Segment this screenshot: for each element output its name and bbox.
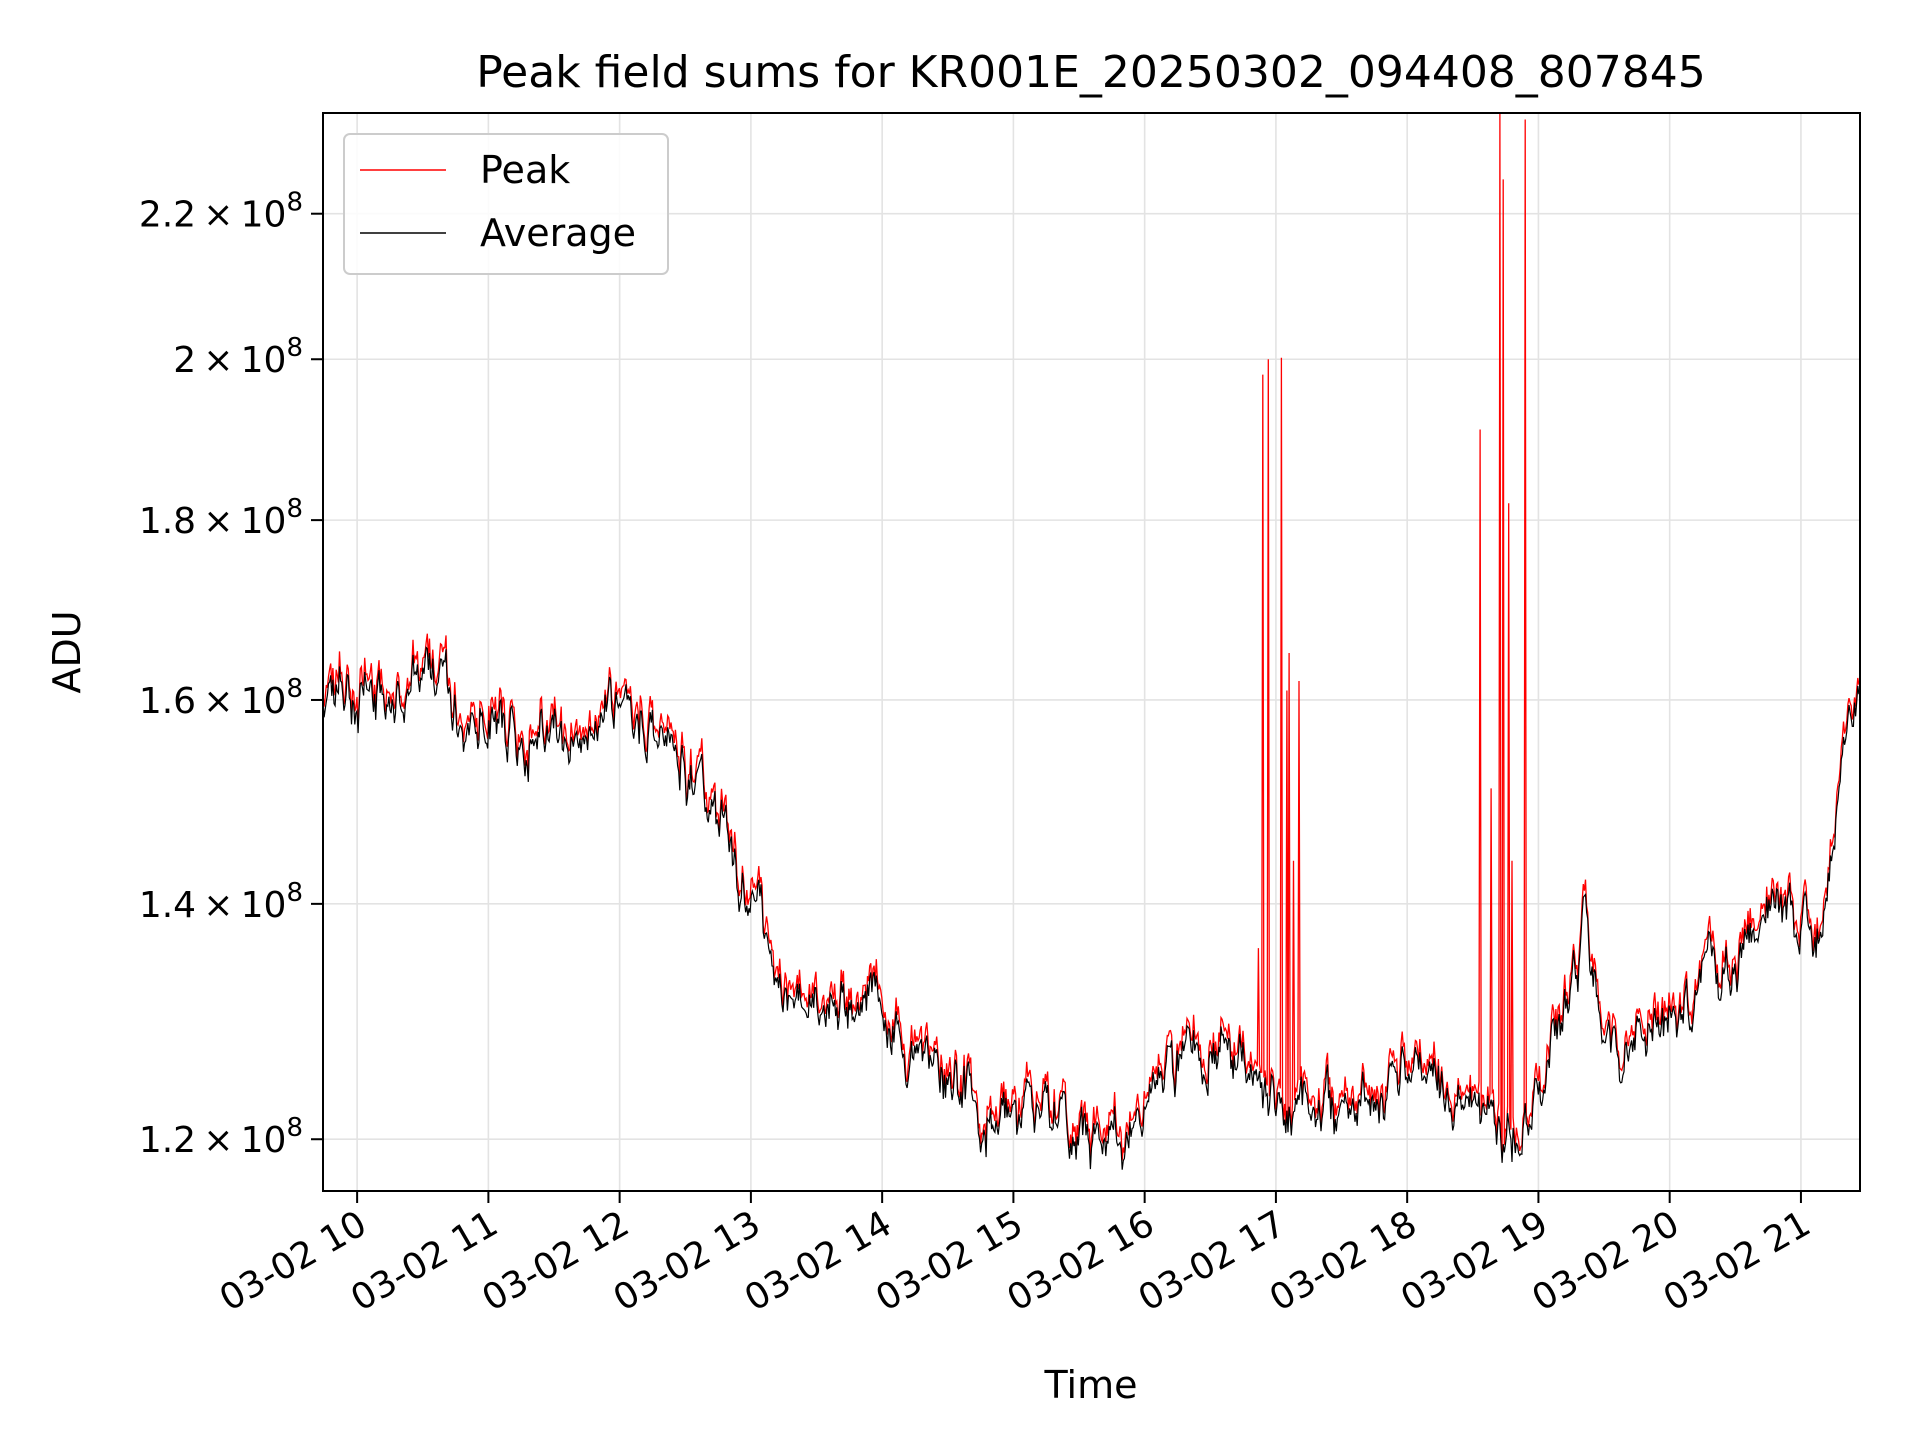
y-tick-times: × 10 bbox=[196, 340, 286, 381]
y-tick-times: × 10 bbox=[196, 681, 286, 722]
y-tick-exponent: 8 bbox=[286, 188, 303, 218]
legend: Peak Average bbox=[343, 133, 669, 275]
x-tick-label: 03-02 13 bbox=[607, 1203, 768, 1319]
y-tick-times: × 10 bbox=[196, 885, 286, 926]
y-axis-label: ADU bbox=[45, 610, 89, 693]
x-tick-label: 03-02 12 bbox=[475, 1203, 636, 1319]
legend-box bbox=[343, 133, 669, 275]
y-tick-mantissa: 1.2 bbox=[139, 1120, 196, 1161]
y-tick-times: × 10 bbox=[196, 501, 286, 542]
x-tick-label: 03-02 11 bbox=[344, 1203, 505, 1319]
y-tick-label: 2 × 108 bbox=[173, 333, 303, 381]
y-tick-label: 1.2 × 108 bbox=[139, 1113, 303, 1161]
x-tick-label: 03-02 15 bbox=[869, 1203, 1030, 1319]
x-tick-label: 03-02 20 bbox=[1526, 1203, 1687, 1319]
y-tick-mantissa: 2 bbox=[173, 340, 196, 381]
x-tick-label: 03-02 18 bbox=[1263, 1203, 1424, 1319]
plot-frame bbox=[322, 112, 1861, 1192]
x-tick-label: 03-02 14 bbox=[738, 1203, 899, 1319]
chart-title: Peak field sums for KR001E_20250302_0944… bbox=[476, 47, 1706, 98]
legend-label-average: Average bbox=[480, 211, 636, 255]
y-tick-exponent: 8 bbox=[286, 494, 303, 524]
x-tick-label: 03-02 19 bbox=[1394, 1203, 1555, 1319]
y-tick-mantissa: 2.2 bbox=[139, 195, 196, 236]
y-tick-mantissa: 1.4 bbox=[139, 885, 196, 926]
legend-label-peak: Peak bbox=[480, 148, 570, 192]
y-tick-label: 1.8 × 108 bbox=[139, 494, 303, 542]
plot-area bbox=[322, 112, 1861, 1170]
x-tick-label: 03-02 10 bbox=[213, 1203, 374, 1319]
series-line-peak bbox=[322, 112, 1861, 1161]
y-tick-exponent: 8 bbox=[286, 878, 303, 908]
x-tick-label: 03-02 17 bbox=[1132, 1203, 1293, 1319]
x-tick-label: 03-02 16 bbox=[1000, 1203, 1161, 1319]
y-gridlines bbox=[323, 212, 1860, 1141]
y-tick-exponent: 8 bbox=[286, 333, 303, 363]
series-line-average bbox=[322, 646, 1861, 1170]
x-axis-label: Time bbox=[1044, 1363, 1138, 1407]
y-tick-label: 1.4 × 108 bbox=[139, 878, 303, 926]
y-tick-exponent: 8 bbox=[286, 674, 303, 704]
y-tick-label: 1.6 × 108 bbox=[139, 674, 303, 722]
y-tick-label: 2.2 × 108 bbox=[139, 188, 303, 236]
y-tick-times: × 10 bbox=[196, 195, 286, 236]
y-tick-times: × 10 bbox=[196, 1120, 286, 1161]
y-tick-mantissa: 1.6 bbox=[139, 681, 196, 722]
y-tick-exponent: 8 bbox=[286, 1113, 303, 1143]
y-tick-mantissa: 1.8 bbox=[139, 501, 196, 542]
x-gridlines bbox=[356, 113, 1802, 1191]
x-tick-label: 03-02 21 bbox=[1657, 1203, 1818, 1319]
